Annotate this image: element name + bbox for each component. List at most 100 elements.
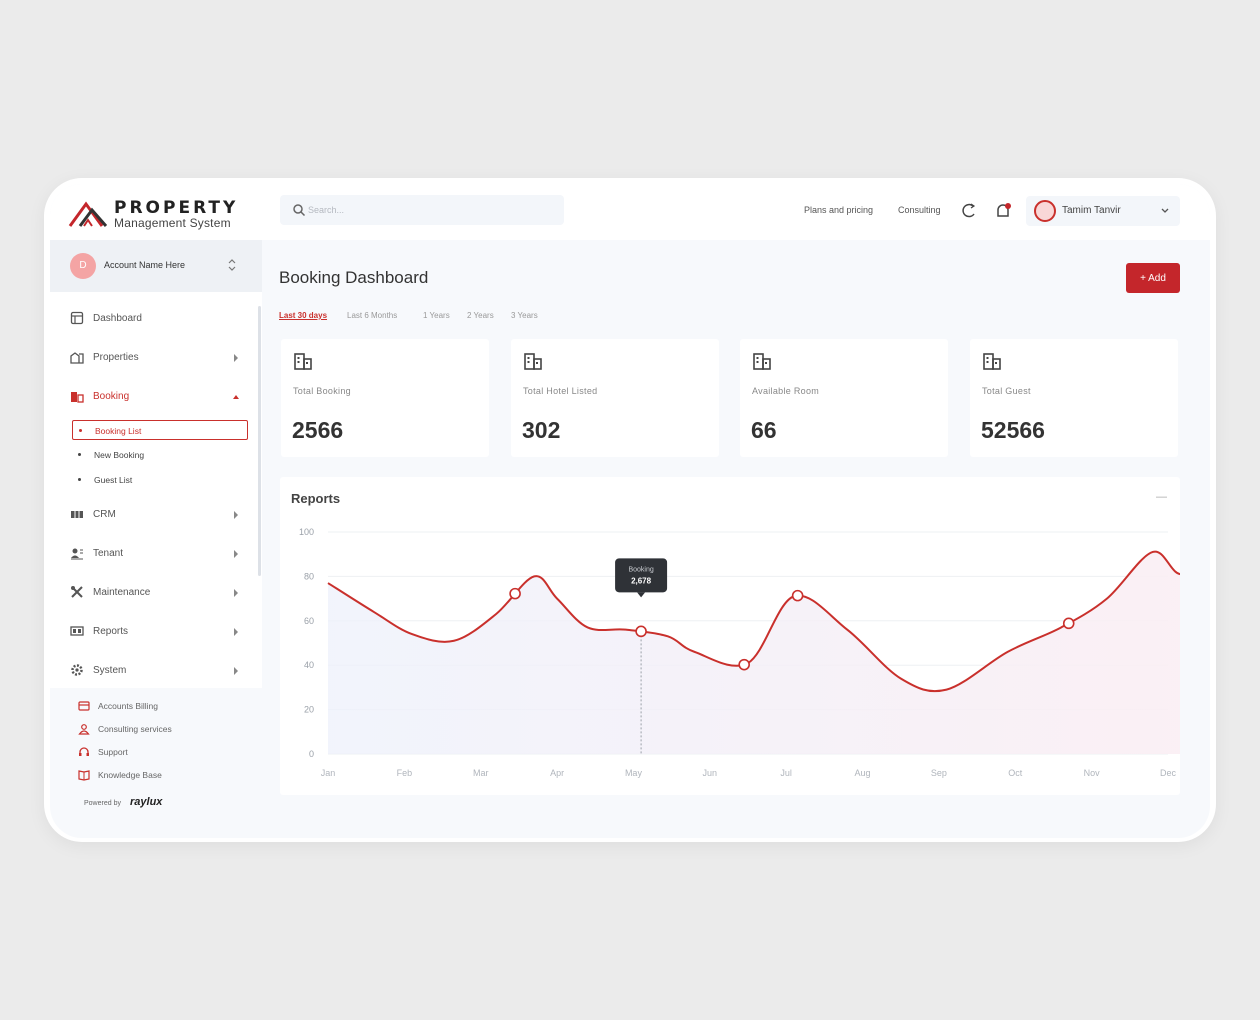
stat-card-available-room[interactable]: Available Room 66 bbox=[740, 339, 948, 457]
sidebar: D Account Name Here Dashboard Properties… bbox=[50, 240, 262, 838]
sidebar-scrollbar[interactable] bbox=[258, 306, 261, 576]
sidebar-footer: Accounts Billing Consulting services Sup… bbox=[50, 688, 262, 838]
stat-card-total-hotel[interactable]: Total Hotel Listed 302 bbox=[511, 339, 719, 457]
stat-card-total-guest[interactable]: Total Guest 52566 bbox=[970, 339, 1178, 457]
search-input[interactable] bbox=[308, 201, 548, 219]
reports-card: Reports — 0 20 40 60 80 100 Jan Feb Mar Apr May Jun… bbox=[280, 477, 1180, 795]
gear-icon bbox=[71, 664, 83, 676]
tooltip-value: 2,678 bbox=[631, 576, 652, 585]
sidebar-item-label: Properties bbox=[93, 352, 139, 363]
tooltip-label: Booking bbox=[628, 566, 653, 573]
x-tick-label: Feb bbox=[397, 768, 413, 778]
chevron-right-icon bbox=[234, 511, 238, 519]
sidebar-subitem-new-booking[interactable]: New Booking bbox=[72, 445, 248, 465]
subitem-label: Booking List bbox=[95, 426, 142, 436]
x-tick-label: Oct bbox=[1008, 768, 1023, 778]
data-point-marker bbox=[635, 625, 647, 638]
avatar bbox=[1034, 200, 1056, 222]
range-tab-30-days[interactable]: Last 30 days bbox=[279, 311, 328, 320]
sidebar-item-reports[interactable]: Reports bbox=[70, 621, 240, 643]
sidebar-item-label: Dashboard bbox=[93, 313, 142, 324]
chevron-right-icon bbox=[234, 550, 238, 558]
brand-subtitle: Management System bbox=[114, 216, 231, 230]
logo-mark-icon bbox=[68, 201, 108, 227]
account-switcher[interactable]: D Account Name Here bbox=[50, 240, 262, 292]
book-icon bbox=[78, 770, 90, 781]
footer-item-accounts-billing[interactable]: Accounts Billing bbox=[78, 698, 248, 714]
footer-item-label: Support bbox=[98, 747, 128, 757]
x-tick-label: Nov bbox=[1084, 768, 1101, 778]
footer-item-consulting[interactable]: Consulting services bbox=[78, 721, 248, 737]
sidebar-subitem-booking-list[interactable]: Booking List bbox=[72, 420, 248, 440]
footer-item-knowledge-base[interactable]: Knowledge Base bbox=[78, 767, 248, 783]
range-tab-1-year[interactable]: 1 Years bbox=[423, 311, 450, 320]
sidebar-item-label: Booking bbox=[93, 391, 130, 402]
chevron-right-icon bbox=[234, 667, 238, 675]
device-frame: PROPERTY Management System Plans and pri… bbox=[44, 178, 1216, 842]
stat-value: 66 bbox=[751, 417, 777, 443]
brand-title: PROPERTY bbox=[114, 198, 239, 218]
reports-menu-button[interactable]: — bbox=[1156, 491, 1167, 503]
footer-item-label: Consulting services bbox=[98, 724, 172, 734]
sidebar-item-system[interactable]: System bbox=[70, 660, 240, 682]
sidebar-item-label: System bbox=[93, 665, 127, 676]
building-icon bbox=[983, 353, 1001, 370]
reports-icon bbox=[70, 626, 84, 636]
theme-toggle-icon[interactable] bbox=[960, 202, 978, 220]
booking-icon bbox=[71, 392, 84, 403]
chevron-up-icon bbox=[233, 395, 239, 399]
sidebar-subitem-guest-list[interactable]: Guest List bbox=[72, 470, 248, 490]
y-tick-label: 20 bbox=[304, 705, 314, 715]
stat-card-total-booking[interactable]: Total Booking 2566 bbox=[281, 339, 489, 457]
plans-pricing-link[interactable]: Plans and pricing bbox=[804, 205, 874, 215]
powered-by-brand[interactable]: raylux bbox=[130, 796, 163, 808]
stat-label: Available Room bbox=[752, 386, 820, 396]
footer-item-label: Knowledge Base bbox=[98, 770, 162, 780]
app-window: PROPERTY Management System Plans and pri… bbox=[50, 184, 1210, 838]
tooltip-box bbox=[615, 558, 668, 593]
top-bar: PROPERTY Management System Plans and pri… bbox=[50, 184, 1210, 240]
range-tab-6-months[interactable]: Last 6 Months bbox=[347, 311, 398, 320]
chevron-right-icon bbox=[234, 354, 238, 362]
building-icon bbox=[753, 353, 771, 370]
sidebar-item-crm[interactable]: CRM bbox=[70, 504, 240, 526]
x-tick-label: Mar bbox=[473, 768, 489, 778]
data-point-marker bbox=[791, 589, 804, 602]
notification-bell-icon[interactable] bbox=[994, 202, 1012, 220]
stat-label: Total Hotel Listed bbox=[523, 386, 598, 396]
building-icon bbox=[70, 352, 84, 364]
user-menu[interactable]: Tamim Tanvir bbox=[1026, 196, 1180, 226]
x-tick-label: Aug bbox=[855, 768, 871, 778]
chevron-right-icon bbox=[234, 628, 238, 636]
consulting-link[interactable]: Consulting bbox=[898, 205, 941, 215]
brand-logo[interactable]: PROPERTY Management System bbox=[68, 196, 258, 232]
support-icon bbox=[79, 747, 89, 756]
stat-value: 52566 bbox=[981, 417, 1045, 443]
search-box[interactable] bbox=[280, 195, 564, 225]
reports-line-chart: 0 20 40 60 80 100 Jan Feb Mar Apr May Jun Jul Aug Sep O… bbox=[299, 527, 1180, 778]
search-icon bbox=[293, 204, 306, 217]
y-tick-label: 100 bbox=[299, 527, 314, 537]
sidebar-item-tenant[interactable]: Tenant bbox=[70, 543, 240, 565]
stat-label: Total Guest bbox=[982, 386, 1031, 396]
sidebar-item-label: Tenant bbox=[93, 548, 124, 559]
sidebar-item-properties[interactable]: Properties bbox=[70, 347, 240, 369]
series-area bbox=[328, 551, 1180, 754]
tools-icon bbox=[71, 586, 83, 598]
footer-item-support[interactable]: Support bbox=[78, 744, 248, 760]
range-tab-2-years[interactable]: 2 Years bbox=[467, 311, 494, 320]
chevron-down-icon bbox=[1161, 208, 1169, 213]
bullet-icon bbox=[78, 453, 81, 456]
add-button[interactable]: + Add bbox=[1126, 263, 1180, 293]
sidebar-item-dashboard[interactable]: Dashboard bbox=[70, 308, 240, 330]
person-icon bbox=[78, 724, 90, 735]
x-tick-label: Sep bbox=[931, 768, 947, 778]
sidebar-item-booking[interactable]: Booking bbox=[70, 386, 240, 408]
sort-arrows-icon bbox=[228, 259, 236, 271]
sidebar-item-label: Reports bbox=[93, 626, 129, 637]
range-tab-3-years[interactable]: 3 Years bbox=[511, 311, 538, 320]
building-icon bbox=[524, 353, 542, 370]
sidebar-item-maintenance[interactable]: Maintenance bbox=[70, 582, 240, 604]
subitem-label: New Booking bbox=[94, 450, 145, 460]
dashboard-icon bbox=[70, 311, 84, 325]
